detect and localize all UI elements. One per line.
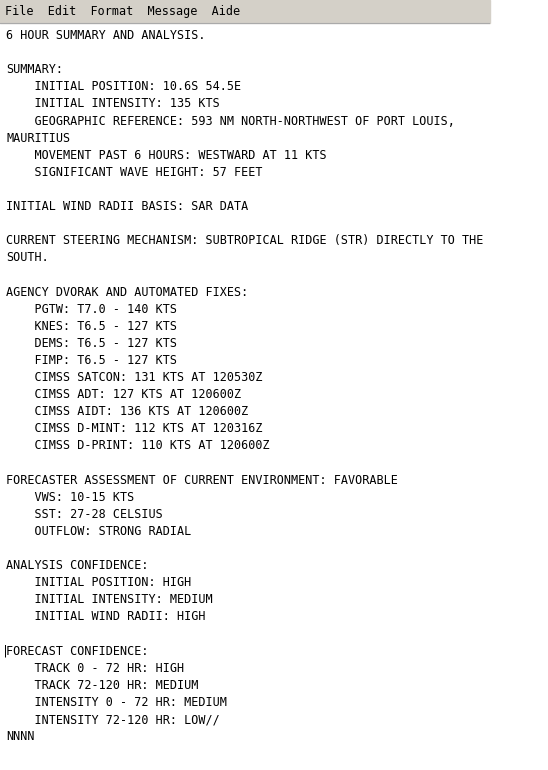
Text: DEMS: T6.5 - 127 KTS: DEMS: T6.5 - 127 KTS (7, 336, 178, 350)
Text: File  Edit  Format  Message  Aide: File Edit Format Message Aide (5, 5, 240, 18)
Text: VWS: 10-15 KTS: VWS: 10-15 KTS (7, 490, 135, 504)
Text: ANALYSIS CONFIDENCE:: ANALYSIS CONFIDENCE: (7, 559, 149, 572)
Text: CIMSS AIDT: 136 KTS AT 120600Z: CIMSS AIDT: 136 KTS AT 120600Z (7, 405, 249, 418)
Text: INITIAL POSITION: HIGH: INITIAL POSITION: HIGH (7, 576, 192, 589)
Text: MOVEMENT PAST 6 HOURS: WESTWARD AT 11 KTS: MOVEMENT PAST 6 HOURS: WESTWARD AT 11 KT… (7, 149, 327, 162)
Text: NNNN: NNNN (7, 730, 35, 743)
Text: KNES: T6.5 - 127 KTS: KNES: T6.5 - 127 KTS (7, 320, 178, 333)
Text: TRACK 72-120 HR: MEDIUM: TRACK 72-120 HR: MEDIUM (7, 679, 199, 691)
FancyBboxPatch shape (0, 0, 490, 23)
Text: PGTW: T7.0 - 140 KTS: PGTW: T7.0 - 140 KTS (7, 303, 178, 316)
Text: INTENSITY 0 - 72 HR: MEDIUM: INTENSITY 0 - 72 HR: MEDIUM (7, 696, 227, 709)
Text: SUMMARY:: SUMMARY: (7, 63, 64, 76)
Text: FORECASTER ASSESSMENT OF CURRENT ENVIRONMENT: FAVORABLE: FORECASTER ASSESSMENT OF CURRENT ENVIRON… (7, 474, 398, 487)
Text: INITIAL POSITION: 10.6S 54.5E: INITIAL POSITION: 10.6S 54.5E (7, 80, 242, 93)
Text: INITIAL INTENSITY: 135 KTS: INITIAL INTENSITY: 135 KTS (7, 98, 220, 110)
Text: MAURITIUS: MAURITIUS (7, 132, 71, 145)
Text: FIMP: T6.5 - 127 KTS: FIMP: T6.5 - 127 KTS (7, 354, 178, 367)
Text: CIMSS D-MINT: 112 KTS AT 120316Z: CIMSS D-MINT: 112 KTS AT 120316Z (7, 422, 263, 435)
Text: GEOGRAPHIC REFERENCE: 593 NM NORTH-NORTHWEST OF PORT LOUIS,: GEOGRAPHIC REFERENCE: 593 NM NORTH-NORTH… (7, 115, 455, 128)
Text: INITIAL WIND RADII BASIS: SAR DATA: INITIAL WIND RADII BASIS: SAR DATA (7, 200, 249, 213)
Text: INITIAL WIND RADII: HIGH: INITIAL WIND RADII: HIGH (7, 611, 206, 624)
Text: INITIAL INTENSITY: MEDIUM: INITIAL INTENSITY: MEDIUM (7, 594, 213, 606)
Text: CURRENT STEERING MECHANISM: SUBTROPICAL RIDGE (STR) DIRECTLY TO THE: CURRENT STEERING MECHANISM: SUBTROPICAL … (7, 234, 484, 247)
Text: FORECAST CONFIDENCE:: FORECAST CONFIDENCE: (7, 644, 149, 658)
Text: INTENSITY 72-120 HR: LOW//: INTENSITY 72-120 HR: LOW// (7, 713, 220, 726)
Text: TRACK 0 - 72 HR: HIGH: TRACK 0 - 72 HR: HIGH (7, 661, 185, 675)
Text: |: | (2, 644, 9, 658)
Text: CIMSS D-PRINT: 110 KTS AT 120600Z: CIMSS D-PRINT: 110 KTS AT 120600Z (7, 440, 270, 453)
Text: OUTFLOW: STRONG RADIAL: OUTFLOW: STRONG RADIAL (7, 525, 192, 538)
Text: CIMSS ADT: 127 KTS AT 120600Z: CIMSS ADT: 127 KTS AT 120600Z (7, 388, 242, 401)
Text: CIMSS SATCON: 131 KTS AT 120530Z: CIMSS SATCON: 131 KTS AT 120530Z (7, 371, 263, 384)
Text: SST: 27-28 CELSIUS: SST: 27-28 CELSIUS (7, 508, 163, 521)
Text: 6 HOUR SUMMARY AND ANALYSIS.: 6 HOUR SUMMARY AND ANALYSIS. (7, 29, 206, 42)
Text: SIGNIFICANT WAVE HEIGHT: 57 FEET: SIGNIFICANT WAVE HEIGHT: 57 FEET (7, 166, 263, 179)
Text: SOUTH.: SOUTH. (7, 251, 49, 264)
Text: AGENCY DVORAK AND AUTOMATED FIXES:: AGENCY DVORAK AND AUTOMATED FIXES: (7, 286, 249, 299)
